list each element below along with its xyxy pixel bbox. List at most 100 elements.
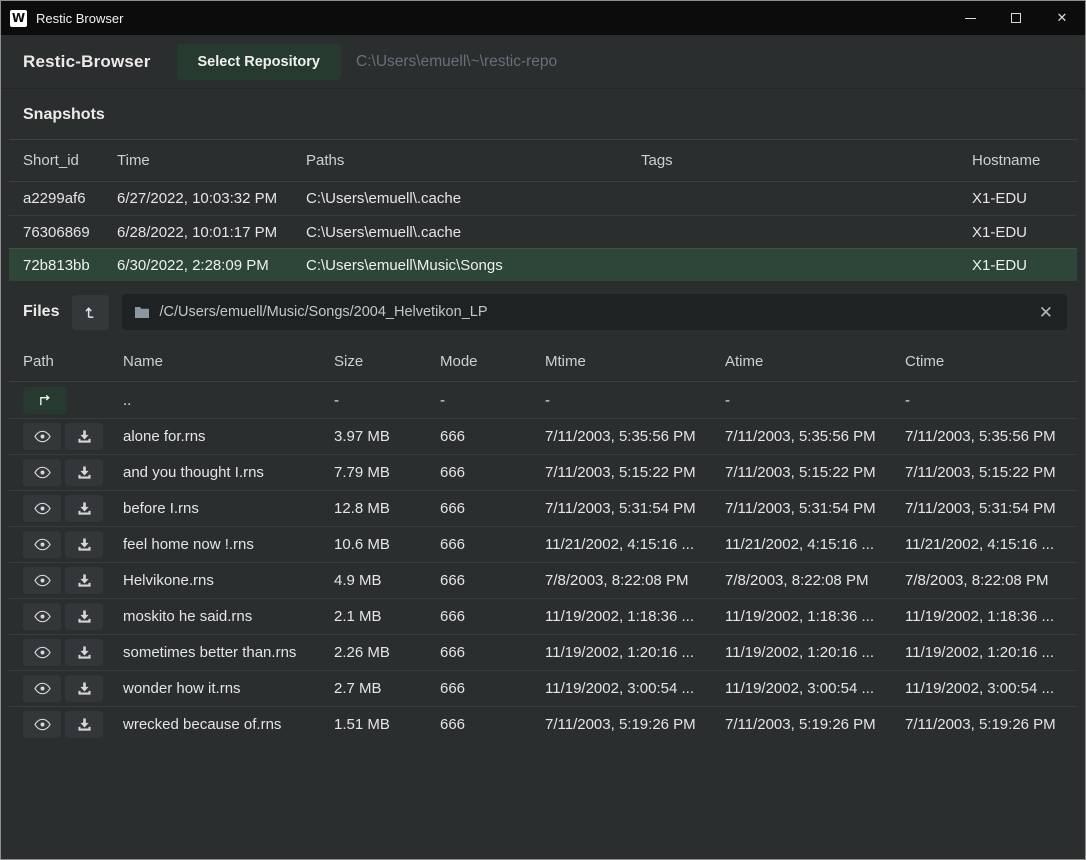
file-mtime: 7/8/2003, 8:22:08 PM	[545, 572, 725, 589]
snapshot-row[interactable]: a2299af66/27/2022, 10:03:32 PMC:\Users\e…	[9, 182, 1077, 215]
file-mtime: 11/19/2002, 3:00:54 ...	[545, 680, 725, 697]
download-file-button[interactable]	[65, 495, 103, 522]
file-mtime: -	[545, 392, 725, 409]
file-name: and you thought I.rns	[123, 464, 334, 481]
file-size: 1.51 MB	[334, 716, 440, 733]
download-file-button[interactable]	[65, 567, 103, 594]
file-name: moskito he said.rns	[123, 608, 334, 625]
view-file-button[interactable]	[23, 531, 61, 558]
snapshot-row[interactable]: 72b813bb6/30/2022, 2:28:09 PMC:\Users\em…	[9, 248, 1077, 281]
folder-icon	[134, 305, 150, 319]
download-icon	[77, 466, 92, 480]
eye-icon	[34, 466, 51, 479]
file-size: 3.97 MB	[334, 428, 440, 445]
view-file-button[interactable]	[23, 459, 61, 486]
download-file-button[interactable]	[65, 459, 103, 486]
file-atime: 7/11/2003, 5:31:54 PM	[725, 500, 905, 517]
file-size: -	[334, 392, 440, 409]
eye-icon	[34, 502, 51, 515]
download-icon	[77, 718, 92, 732]
up-directory-button[interactable]	[23, 387, 67, 414]
view-file-button[interactable]	[23, 423, 61, 450]
files-table: ..-----alone for.rns3.97 MB6667/11/2003,…	[1, 382, 1085, 742]
minimize-button[interactable]	[947, 1, 993, 35]
file-actions	[23, 495, 123, 522]
view-file-button[interactable]	[23, 495, 61, 522]
snapshot-short-id: a2299af6	[23, 190, 117, 207]
file-ctime: -	[905, 392, 1077, 409]
file-ctime: 7/11/2003, 5:15:22 PM	[905, 464, 1077, 481]
snapshot-time: 6/30/2022, 2:28:09 PM	[117, 257, 306, 274]
current-path-value: /C/Users/emuell/Music/Songs/2004_Helveti…	[159, 304, 1027, 320]
files-column-header: Name	[123, 353, 334, 370]
file-name: alone for.rns	[123, 428, 334, 445]
app-logo-icon: W	[10, 10, 27, 27]
snapshot-short-id: 72b813bb	[23, 257, 117, 274]
view-file-button[interactable]	[23, 639, 61, 666]
file-ctime: 11/19/2002, 1:18:36 ...	[905, 608, 1077, 625]
snapshot-row[interactable]: 763068696/28/2022, 10:01:17 PMC:\Users\e…	[9, 215, 1077, 248]
go-to-root-button[interactable]	[72, 295, 109, 330]
file-row: and you thought I.rns7.79 MB6667/11/2003…	[9, 454, 1077, 490]
files-title: Files	[23, 303, 59, 321]
file-size: 2.1 MB	[334, 608, 440, 625]
file-row: Helvikone.rns4.9 MB6667/8/2003, 8:22:08 …	[9, 562, 1077, 598]
file-ctime: 7/11/2003, 5:35:56 PM	[905, 428, 1077, 445]
eye-icon	[34, 574, 51, 587]
download-icon	[77, 682, 92, 696]
window-title: Restic Browser	[36, 11, 947, 26]
file-mode: 666	[440, 464, 545, 481]
file-name: before I.rns	[123, 500, 334, 517]
eye-icon	[34, 610, 51, 623]
file-name: wonder how it.rns	[123, 680, 334, 697]
file-name: Helvikone.rns	[123, 572, 334, 589]
eye-icon	[34, 538, 51, 551]
download-file-button[interactable]	[65, 531, 103, 558]
maximize-icon	[1011, 13, 1021, 23]
file-atime: 11/19/2002, 1:18:36 ...	[725, 608, 905, 625]
file-mode: 666	[440, 680, 545, 697]
view-file-button[interactable]	[23, 675, 61, 702]
file-actions	[23, 531, 123, 558]
file-size: 4.9 MB	[334, 572, 440, 589]
eye-icon	[34, 682, 51, 695]
view-file-button[interactable]	[23, 711, 61, 738]
download-icon	[77, 538, 92, 552]
view-file-button[interactable]	[23, 567, 61, 594]
clear-path-button[interactable]: ✕	[1037, 304, 1055, 321]
file-name: ..	[123, 392, 334, 409]
maximize-button[interactable]	[993, 1, 1039, 35]
file-mode: 666	[440, 644, 545, 661]
file-mode: 666	[440, 536, 545, 553]
files-table-header: PathNameSizeModeMtimeAtimeCtime	[9, 342, 1077, 382]
download-file-button[interactable]	[65, 711, 103, 738]
download-file-button[interactable]	[65, 675, 103, 702]
download-icon	[77, 430, 92, 444]
file-row: alone for.rns3.97 MB6667/11/2003, 5:35:5…	[9, 418, 1077, 454]
parent-dir-actions	[23, 387, 123, 414]
current-path-input[interactable]: /C/Users/emuell/Music/Songs/2004_Helveti…	[122, 294, 1067, 330]
close-button[interactable]: ✕	[1039, 1, 1085, 35]
snapshots-title: Snapshots	[1, 89, 1085, 139]
download-file-button[interactable]	[65, 639, 103, 666]
file-ctime: 7/8/2003, 8:22:08 PM	[905, 572, 1077, 589]
file-size: 2.26 MB	[334, 644, 440, 661]
file-ctime: 7/11/2003, 5:31:54 PM	[905, 500, 1077, 517]
download-file-button[interactable]	[65, 603, 103, 630]
file-actions	[23, 711, 123, 738]
view-file-button[interactable]	[23, 603, 61, 630]
eye-icon	[34, 646, 51, 659]
file-ctime: 11/19/2002, 3:00:54 ...	[905, 680, 1077, 697]
updir-arrow-icon	[37, 394, 53, 407]
file-row: wonder how it.rns2.7 MB66611/19/2002, 3:…	[9, 670, 1077, 706]
snapshots-column-header: Hostname	[972, 152, 1077, 169]
download-file-button[interactable]	[65, 423, 103, 450]
file-name: sometimes better than.rns	[123, 644, 334, 661]
files-column-header: Size	[334, 353, 440, 370]
file-name: wrecked because of.rns	[123, 716, 334, 733]
select-repository-button[interactable]: Select Repository	[177, 44, 342, 80]
file-mode: 666	[440, 500, 545, 517]
file-mode: -	[440, 392, 545, 409]
files-column-header: Path	[23, 353, 123, 370]
files-column-header: Ctime	[905, 353, 1077, 370]
